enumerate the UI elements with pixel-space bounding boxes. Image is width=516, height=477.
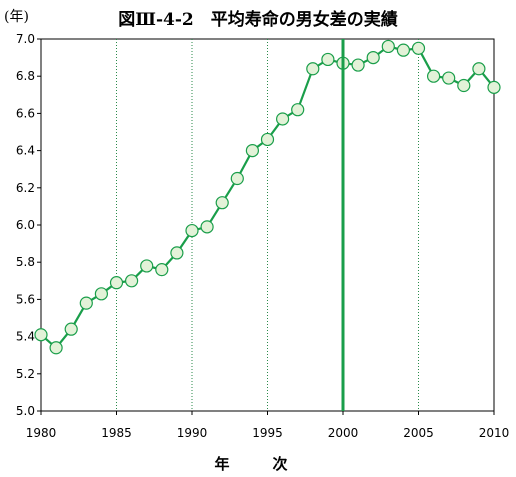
chart-title: 図Ⅲ-4-2 平均寿命の男女差の実績 xyxy=(118,10,398,30)
data-point xyxy=(411,41,426,55)
data-point xyxy=(457,78,471,93)
x-tick-label: 1995 xyxy=(252,426,283,440)
data-point xyxy=(427,69,441,83)
x-tick-label: 2005 xyxy=(403,426,434,440)
data-point xyxy=(200,220,214,234)
data-point xyxy=(396,43,410,57)
y-tick-label: 6.6 xyxy=(16,106,35,120)
y-tick-label: 5.8 xyxy=(16,255,35,269)
data-point xyxy=(125,274,139,288)
data-point xyxy=(170,246,184,260)
data-point xyxy=(366,50,380,65)
data-point xyxy=(291,103,305,117)
x-tick-label: 1985 xyxy=(101,426,132,440)
data-point xyxy=(79,296,93,310)
data-point xyxy=(155,263,169,277)
data-point xyxy=(185,223,199,238)
y-tick-label: 6.4 xyxy=(16,144,35,158)
data-point xyxy=(94,287,109,301)
y-tick-label: 5.2 xyxy=(16,367,35,381)
data-point xyxy=(381,39,395,54)
y-tick-label: 6.0 xyxy=(16,218,35,232)
data-point xyxy=(472,62,486,76)
y-tick-label: 5.0 xyxy=(16,404,35,418)
data-point xyxy=(442,71,456,85)
data-point xyxy=(140,259,154,273)
x-tick-label: 1990 xyxy=(177,426,208,440)
data-point xyxy=(351,58,365,72)
data-point xyxy=(64,322,78,336)
y-tick-label: 6.8 xyxy=(16,69,35,83)
data-point xyxy=(306,62,320,76)
y-tick-label: 7.0 xyxy=(16,32,35,46)
y-tick-label: 5.6 xyxy=(16,292,35,306)
data-point xyxy=(276,112,290,126)
y-axis-unit: (年) xyxy=(4,9,29,25)
x-tick-label: 1980 xyxy=(26,426,57,440)
x-tick-label: 2010 xyxy=(479,426,510,440)
x-axis-label: 年 次 xyxy=(214,455,302,473)
x-tick-label: 2000 xyxy=(328,426,359,440)
data-point xyxy=(230,171,244,186)
data-point xyxy=(109,276,124,290)
data-point xyxy=(321,52,335,67)
data-point xyxy=(49,341,63,355)
y-tick-label: 5.4 xyxy=(16,330,35,344)
data-point xyxy=(260,132,275,147)
y-tick-label: 6.2 xyxy=(16,181,35,195)
data-point xyxy=(215,196,229,210)
data-point xyxy=(487,80,501,94)
data-point xyxy=(34,328,48,342)
data-point xyxy=(245,144,259,158)
